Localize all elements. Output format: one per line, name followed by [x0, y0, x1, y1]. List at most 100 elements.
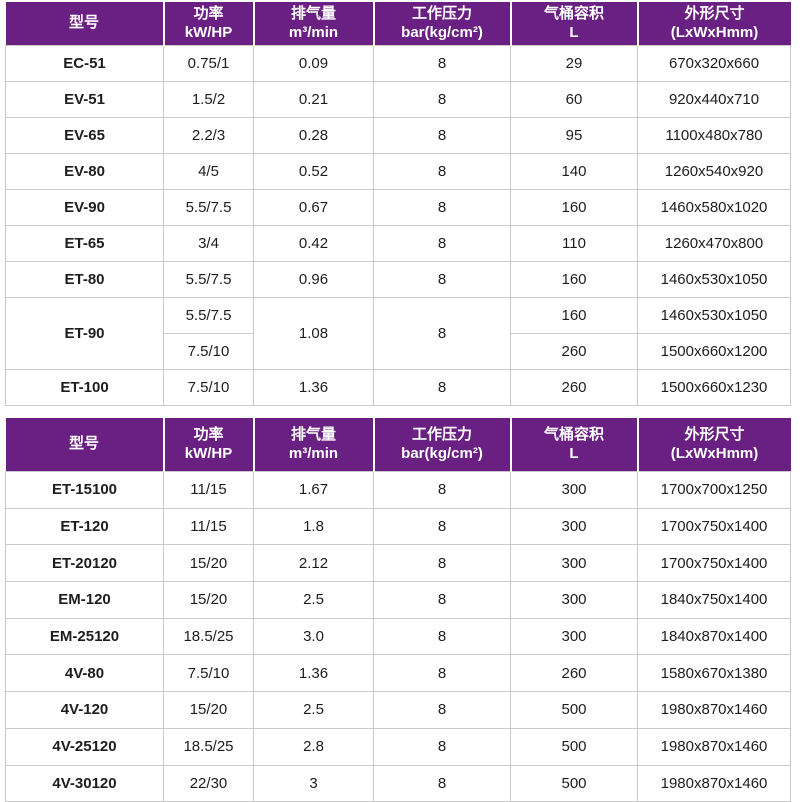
table-row: 4V-120 15/20 2.5 8 500 1980x870x1460 — [5, 691, 791, 729]
dimensions-cell: 920x440x710 — [637, 81, 791, 118]
column-title: 型号 — [68, 435, 99, 453]
pressure-cell: 8 — [373, 507, 511, 546]
dimensions-cell: 1840x750x1400 — [637, 581, 791, 619]
pressure-cell: 8 — [373, 81, 511, 118]
tank-cell: 60 — [510, 81, 638, 118]
displacement-cell: 0.09 — [253, 45, 374, 82]
col-header-dimensions: 外形尺寸 (LxWxHmm) — [636, 2, 791, 46]
col-header-model: 型号 — [5, 2, 164, 46]
pressure-cell: 8 — [373, 581, 511, 619]
model-cell: ET-20120 — [5, 544, 164, 583]
dimensions-cell: 1700x750x1400 — [637, 544, 791, 583]
column-subtitle: m³/min — [288, 444, 339, 462]
pressure-cell: 8 — [373, 45, 511, 82]
pressure-cell: 8 — [373, 189, 511, 226]
displacement-cell: 1.67 — [253, 471, 374, 509]
power-cell: 11/15 — [163, 471, 254, 509]
power-cell: 2.2/3 — [163, 117, 254, 154]
power-cell: 1.5/2 — [163, 81, 254, 118]
table-header: 型号 功率 kW/HP 排气量 m³/min 工作压力 bar(kg/cm²) 气桶容… — [5, 418, 791, 472]
column-subtitle: (LxWxHmm) — [670, 23, 759, 41]
model-cell: EV-65 — [5, 117, 164, 154]
table-row: ET-65 3/4 0.42 8 110 1260x470x800 — [5, 225, 791, 262]
table-row-merged-top: ET-90 5.5/7.5 1.08 8 160 1460x530x1050 — [5, 297, 791, 370]
table-row: ET-100 7.5/10 1.36 8 260 1500x660x1230 — [5, 369, 791, 406]
dimensions-cell: 1460x580x1020 — [637, 189, 791, 226]
col-header-pressure: 工作压力 bar(kg/cm²) — [372, 418, 511, 472]
tank-cell: 300 — [510, 544, 638, 583]
tank-cell: 29 — [510, 45, 638, 82]
pressure-cell: 8 — [373, 471, 511, 509]
header-row: 型号 功率 kW/HP 排气量 m³/min 工作压力 bar(kg/cm²) 气桶容… — [5, 418, 791, 472]
table-row: 4V-25120 18.5/25 2.8 8 500 1980x870x1460 — [5, 727, 791, 766]
col-header-displacement: 排气量 m³/min — [252, 2, 374, 46]
tank-cell: 260 — [510, 654, 638, 693]
pressure-cell: 8 — [373, 544, 511, 583]
tank-cell: 500 — [510, 691, 638, 729]
displacement-cell: 1.36 — [253, 369, 374, 406]
column-subtitle: kW/HP — [184, 444, 233, 462]
tank-cell: 110 — [510, 225, 638, 262]
table-row: 4V-80 7.5/10 1.36 8 260 1580x670x1380 — [5, 654, 791, 693]
tank-cell: 300 — [510, 617, 638, 656]
column-title: 排气量 — [290, 4, 336, 22]
dimensions-cell: 1100x480x780 — [637, 117, 791, 154]
column-subtitle: kW/HP — [184, 23, 233, 41]
displacement-cell: 1.36 — [253, 654, 374, 693]
table-row: 4V-30120 22/30 3 8 500 1980x870x1460 — [5, 764, 791, 802]
power-cell: 5.5/7.5 — [163, 297, 254, 334]
model-cell: 4V-25120 — [5, 727, 164, 766]
tank-cell: 300 — [510, 507, 638, 546]
displacement-cell: 1.08 — [253, 297, 374, 370]
column-subtitle: L — [569, 23, 579, 41]
header-row: 型号 功率 kW/HP 排气量 m³/min 工作压力 bar(kg/cm²) 气桶容… — [5, 2, 791, 46]
displacement-cell: 0.21 — [253, 81, 374, 118]
dimensions-cell: 1460x530x1050 — [637, 261, 791, 298]
model-cell: ET-80 — [5, 261, 164, 298]
pressure-cell: 8 — [373, 369, 511, 406]
model-cell: EV-80 — [5, 153, 164, 190]
power-cell: 5.5/7.5 — [163, 189, 254, 226]
dimensions-cell: 1980x870x1460 — [637, 764, 791, 802]
model-cell: ET-100 — [5, 369, 164, 406]
table-row: ET-15100 11/15 1.67 8 300 1700x700x1250 — [5, 471, 791, 509]
tank-cell: 160 — [510, 261, 638, 298]
col-header-power: 功率 kW/HP — [162, 2, 254, 46]
dimensions-cell: 1700x700x1250 — [637, 471, 791, 509]
power-cell: 18.5/25 — [163, 617, 254, 656]
model-cell: EM-25120 — [5, 617, 164, 656]
power-cell: 22/30 — [163, 764, 254, 802]
displacement-cell: 1.8 — [253, 507, 374, 546]
power-cell: 4/5 — [163, 153, 254, 190]
tank-cell: 160 — [510, 297, 638, 334]
pressure-cell: 8 — [373, 727, 511, 766]
model-cell: ET-15100 — [5, 471, 164, 509]
table-row: EC-51 0.75/1 0.09 8 29 670x320x660 — [5, 45, 791, 82]
model-cell: EM-120 — [5, 581, 164, 619]
column-title: 气桶容积 — [543, 4, 604, 22]
dimensions-cell: 1260x470x800 — [637, 225, 791, 262]
power-cell: 11/15 — [163, 507, 254, 546]
pressure-cell: 8 — [373, 117, 511, 154]
pressure-cell: 8 — [373, 297, 511, 370]
col-header-tank: 气桶容积 L — [509, 2, 638, 46]
pressure-cell: 8 — [373, 225, 511, 262]
tank-cell: 300 — [510, 581, 638, 619]
column-subtitle: m³/min — [288, 23, 339, 41]
displacement-cell: 2.8 — [253, 727, 374, 766]
table-row: EV-65 2.2/3 0.28 8 95 1100x480x780 — [5, 117, 791, 154]
column-title: 功率 — [193, 4, 224, 22]
table-header: 型号 功率 kW/HP 排气量 m³/min 工作压力 bar(kg/cm²) 气桶容… — [5, 2, 791, 46]
tank-cell: 500 — [510, 727, 638, 766]
displacement-cell: 0.52 — [253, 153, 374, 190]
dimensions-cell: 1980x870x1460 — [637, 727, 791, 766]
dimensions-cell: 1460x530x1050 — [637, 297, 791, 334]
spec-table-lower: 型号 功率 kW/HP 排气量 m³/min 工作压力 bar(kg/cm²) 气桶容… — [5, 418, 791, 802]
power-cell: 18.5/25 — [163, 727, 254, 766]
col-header-tank: 气桶容积 L — [509, 418, 638, 472]
tank-cell: 140 — [510, 153, 638, 190]
displacement-cell: 2.12 — [253, 544, 374, 583]
table-row: EV-90 5.5/7.5 0.67 8 160 1460x580x1020 — [5, 189, 791, 226]
dimensions-cell: 1580x670x1380 — [637, 654, 791, 693]
tank-cell: 95 — [510, 117, 638, 154]
